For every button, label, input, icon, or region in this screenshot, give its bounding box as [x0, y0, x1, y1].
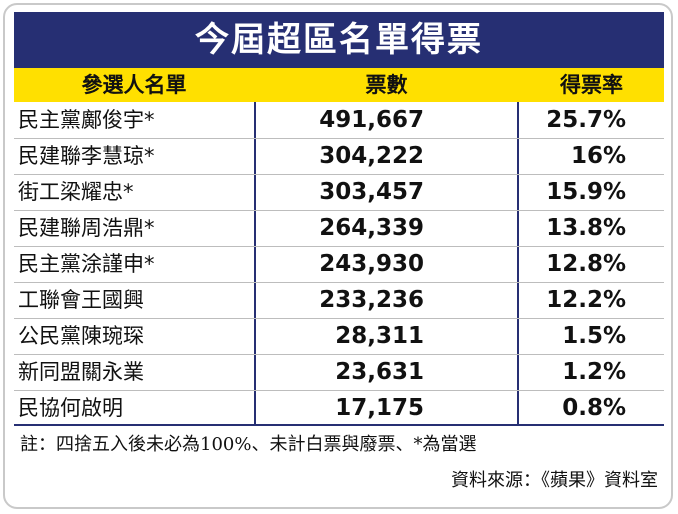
- vote-share: 12.8%: [546, 251, 626, 277]
- table-row: 新同盟關永業 23,631 1.2%: [14, 354, 664, 390]
- header-name: 參選人名單: [81, 73, 187, 97]
- candidate-name: 街工梁耀忠*: [18, 180, 134, 204]
- vote-count: 23,631: [335, 359, 424, 385]
- source-credit: 資料來源：《蘋果》資料室: [451, 470, 658, 491]
- column-divider: [254, 102, 256, 424]
- table-row: 民建聯周浩鼎* 264,339 13.8%: [14, 210, 664, 246]
- header-votes: 票數: [365, 73, 408, 97]
- vote-count: 28,311: [335, 323, 424, 349]
- vote-share: 25.7%: [546, 107, 626, 133]
- row-divider: [14, 282, 664, 283]
- vote-count: 304,222: [319, 143, 424, 169]
- table-title: 今屆超區名單得票: [14, 12, 664, 68]
- candidate-name: 新同盟關永業: [18, 360, 144, 384]
- table-row: 民主黨鄺俊宇* 491,667 25.7%: [14, 102, 664, 138]
- row-divider: [14, 354, 664, 355]
- vote-share: 15.9%: [546, 179, 626, 205]
- candidate-name: 公民黨陳琬琛: [18, 324, 144, 348]
- vote-share: 16%: [570, 143, 626, 169]
- candidate-name: 民協何啟明: [18, 396, 123, 420]
- table-row: 民主黨涂謹申* 243,930 12.8%: [14, 246, 664, 282]
- candidate-name: 民主黨涂謹申*: [18, 252, 155, 276]
- table-row: 民協何啟明 17,175 0.8%: [14, 390, 664, 426]
- vote-count: 243,930: [319, 251, 424, 277]
- vote-share: 13.8%: [546, 215, 626, 241]
- row-divider: [14, 246, 664, 247]
- row-divider: [14, 318, 664, 319]
- table-row: 工聯會王國興 233,236 12.2%: [14, 282, 664, 318]
- row-divider: [14, 138, 664, 139]
- table-row: 公民黨陳琬琛 28,311 1.5%: [14, 318, 664, 354]
- vote-count: 491,667: [319, 107, 424, 133]
- header-percentage: 得票率: [560, 73, 623, 97]
- vote-count: 233,236: [319, 287, 424, 313]
- vote-share: 1.5%: [562, 323, 626, 349]
- table-row: 街工梁耀忠* 303,457 15.9%: [14, 174, 664, 210]
- row-divider: [14, 174, 664, 175]
- candidate-name: 民建聯李慧琼*: [18, 144, 155, 168]
- vote-share: 1.2%: [562, 359, 626, 385]
- candidate-name: 民主黨鄺俊宇*: [18, 108, 155, 132]
- table-bottom-border: [14, 424, 664, 426]
- row-divider: [14, 210, 664, 211]
- vote-count: 264,339: [319, 215, 424, 241]
- column-divider: [517, 102, 519, 424]
- candidate-name: 工聯會王國興: [18, 288, 144, 312]
- vote-count: 303,457: [319, 179, 424, 205]
- vote-share: 12.2%: [546, 287, 626, 313]
- row-divider: [14, 390, 664, 391]
- vote-count: 17,175: [335, 395, 424, 421]
- vote-share: 0.8%: [562, 395, 626, 421]
- table-body: 民主黨鄺俊宇* 491,667 25.7% 民建聯李慧琼* 304,222 16…: [14, 102, 664, 424]
- table-header: 參選人名單 票數 得票率: [14, 68, 664, 102]
- candidate-name: 民建聯周浩鼎*: [18, 216, 155, 240]
- table-row: 民建聯李慧琼* 304,222 16%: [14, 138, 664, 174]
- footnote: 註：四捨五入後未必為100%、未計白票與廢票、*為當選: [20, 434, 477, 455]
